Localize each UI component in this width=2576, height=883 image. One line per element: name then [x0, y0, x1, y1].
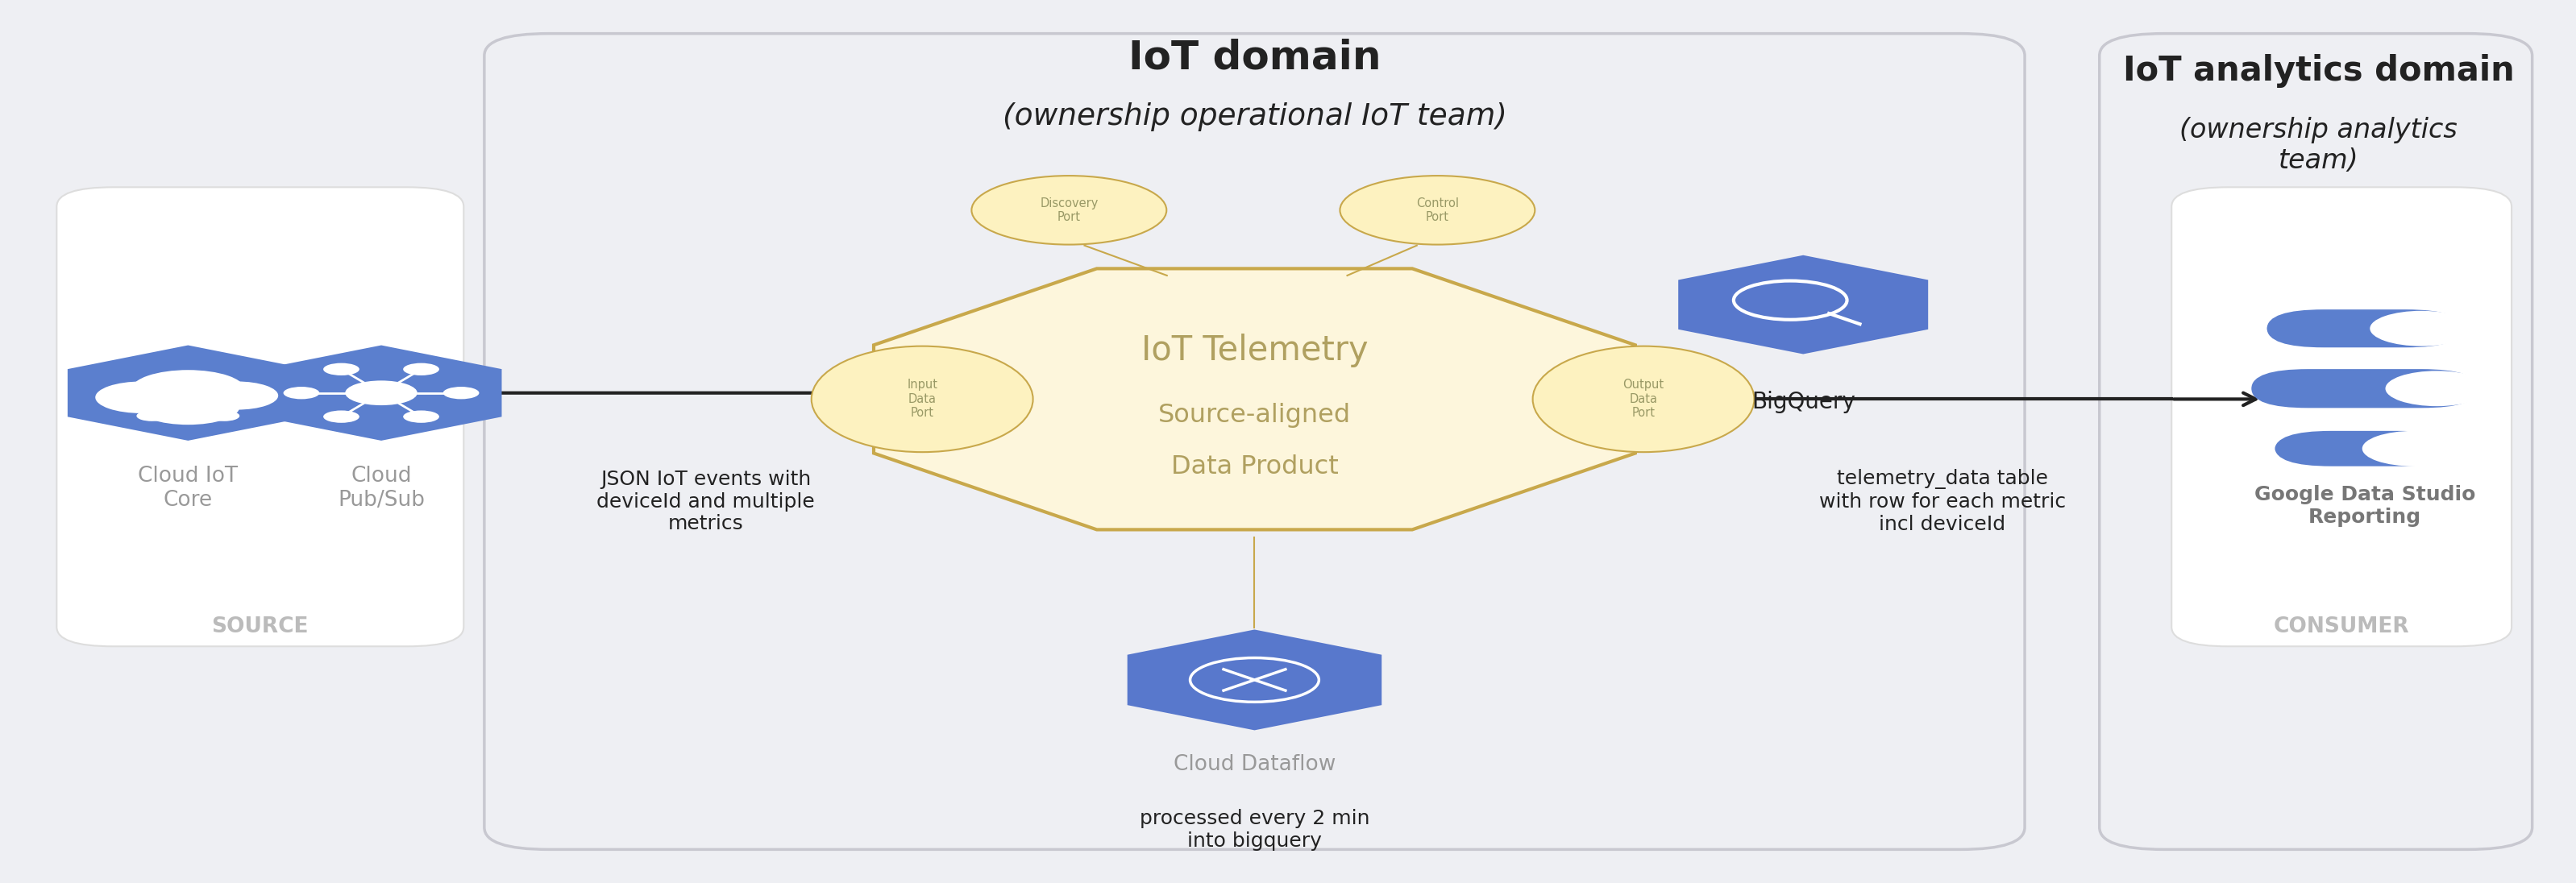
Polygon shape: [1128, 630, 1381, 730]
Circle shape: [2385, 371, 2488, 406]
Text: Cloud IoT
Core: Cloud IoT Core: [139, 465, 237, 511]
Polygon shape: [260, 345, 502, 441]
Text: SOURCE: SOURCE: [211, 616, 309, 638]
FancyBboxPatch shape: [2251, 369, 2478, 408]
Circle shape: [95, 381, 188, 413]
Circle shape: [402, 411, 438, 423]
Circle shape: [283, 387, 319, 399]
FancyBboxPatch shape: [2172, 187, 2512, 646]
Ellipse shape: [1533, 346, 1754, 452]
Text: (ownership analytics
team): (ownership analytics team): [2179, 117, 2458, 174]
Text: Discovery
Port: Discovery Port: [1041, 197, 1097, 223]
Circle shape: [131, 370, 245, 409]
Text: CONSUMER: CONSUMER: [2275, 616, 2409, 638]
Ellipse shape: [811, 346, 1033, 452]
Circle shape: [322, 411, 358, 423]
Circle shape: [137, 411, 167, 421]
Text: Output
Data
Port: Output Data Port: [1623, 379, 1664, 419]
FancyBboxPatch shape: [57, 187, 464, 646]
Text: Input
Data
Port: Input Data Port: [907, 379, 938, 419]
Circle shape: [2370, 311, 2473, 346]
Polygon shape: [67, 345, 309, 441]
Text: Cloud Dataflow: Cloud Dataflow: [1172, 754, 1337, 775]
Circle shape: [443, 387, 479, 399]
Text: IoT domain: IoT domain: [1128, 38, 1381, 77]
Circle shape: [196, 381, 278, 410]
Polygon shape: [873, 268, 1636, 530]
Circle shape: [173, 411, 204, 421]
FancyBboxPatch shape: [2267, 309, 2463, 347]
Text: Control
Port: Control Port: [1417, 197, 1458, 223]
Text: processed every 2 min
into bigquery: processed every 2 min into bigquery: [1139, 809, 1370, 851]
Circle shape: [325, 363, 361, 375]
FancyBboxPatch shape: [484, 34, 2025, 849]
Circle shape: [345, 381, 417, 405]
Polygon shape: [1680, 255, 1927, 354]
Circle shape: [404, 363, 440, 375]
Text: (ownership operational IoT team): (ownership operational IoT team): [1002, 102, 1507, 131]
FancyBboxPatch shape: [2099, 34, 2532, 849]
Circle shape: [2362, 431, 2465, 466]
Text: JSON IoT events with
deviceId and multiple
metrics: JSON IoT events with deviceId and multip…: [598, 470, 814, 533]
Ellipse shape: [1340, 176, 1535, 245]
Text: BigQuery: BigQuery: [1752, 390, 1855, 413]
Text: Google Data Studio
Reporting: Google Data Studio Reporting: [2254, 485, 2476, 527]
Text: IoT Telemetry: IoT Telemetry: [1141, 334, 1368, 367]
Text: Source-aligned: Source-aligned: [1159, 403, 1350, 427]
Text: Data Product: Data Product: [1170, 455, 1340, 479]
Circle shape: [209, 411, 240, 421]
Ellipse shape: [971, 176, 1167, 245]
Text: Cloud
Pub/Sub: Cloud Pub/Sub: [337, 465, 425, 511]
Text: IoT analytics domain: IoT analytics domain: [2123, 54, 2514, 87]
Text: telemetry_data table
with row for each metric
incl deviceId: telemetry_data table with row for each m…: [1819, 469, 2066, 534]
FancyBboxPatch shape: [2275, 431, 2455, 466]
Circle shape: [137, 389, 240, 425]
